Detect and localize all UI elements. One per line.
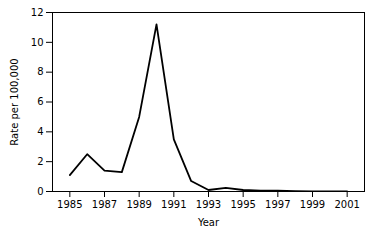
svg-text:1997: 1997 <box>265 199 290 210</box>
svg-text:10: 10 <box>31 37 44 48</box>
svg-text:1995: 1995 <box>230 199 255 210</box>
svg-text:12: 12 <box>31 7 44 18</box>
svg-text:2001: 2001 <box>334 199 359 210</box>
svg-text:4: 4 <box>37 126 43 137</box>
svg-text:0: 0 <box>37 186 43 197</box>
svg-text:Rate per 100,000: Rate per 100,000 <box>9 58 20 145</box>
svg-text:8: 8 <box>37 66 43 77</box>
svg-text:1993: 1993 <box>196 199 221 210</box>
svg-text:1987: 1987 <box>92 199 117 210</box>
svg-text:1989: 1989 <box>126 199 151 210</box>
svg-text:2: 2 <box>37 156 43 167</box>
svg-text:1991: 1991 <box>161 199 186 210</box>
svg-text:6: 6 <box>37 96 43 107</box>
svg-text:Year: Year <box>197 217 220 228</box>
svg-text:1999: 1999 <box>300 199 325 210</box>
svg-text:1985: 1985 <box>57 199 82 210</box>
